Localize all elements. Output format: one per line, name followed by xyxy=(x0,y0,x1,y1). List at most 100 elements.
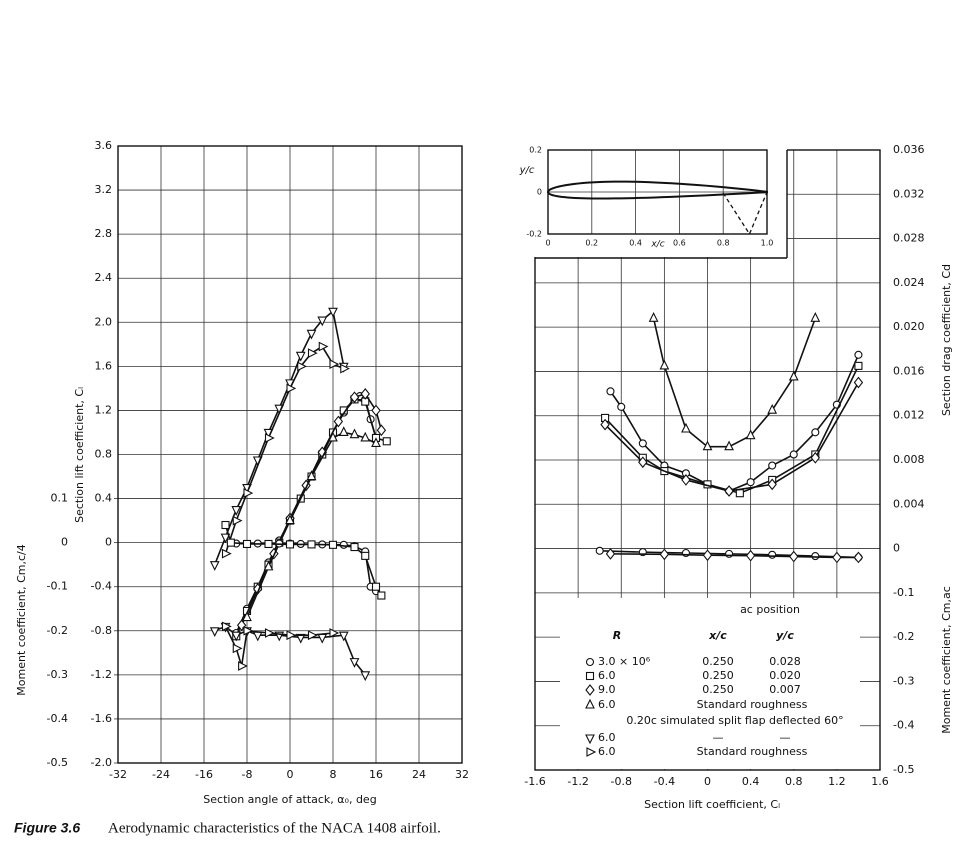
y-tick-label: 3.6 xyxy=(95,139,113,152)
marker xyxy=(263,560,274,571)
legend-text: 6.0 xyxy=(598,698,616,711)
marker xyxy=(242,611,252,622)
marker xyxy=(854,350,863,359)
marker xyxy=(340,363,350,374)
y-tick-label: 0.032 xyxy=(893,187,925,200)
x-tick-label: -1.2 xyxy=(567,775,588,788)
marker xyxy=(306,470,317,481)
marker xyxy=(243,625,254,636)
marker xyxy=(226,538,235,547)
marker xyxy=(681,474,691,486)
marker xyxy=(810,312,821,322)
marker xyxy=(638,456,648,469)
x-axis-title: x/c xyxy=(650,240,664,250)
marker xyxy=(768,550,777,559)
marker xyxy=(286,630,297,641)
marker xyxy=(338,631,349,642)
marker xyxy=(220,533,231,544)
marker xyxy=(329,628,340,638)
marker xyxy=(600,418,610,431)
y2-axis-title: Moment coefficient, Cm,c/4 xyxy=(15,544,28,695)
marker xyxy=(376,424,387,437)
y-tick-label: -0.8 xyxy=(91,624,112,637)
y2-tick-label: -0.4 xyxy=(47,712,68,725)
marker xyxy=(297,361,307,372)
y-tick-label: -2.0 xyxy=(91,756,112,769)
x-tick-label: 8 xyxy=(330,768,337,781)
marker xyxy=(221,520,230,530)
marker xyxy=(221,548,232,559)
y-tick-label: 2.8 xyxy=(95,227,113,240)
marker xyxy=(810,451,821,464)
marker xyxy=(349,391,360,404)
marker xyxy=(745,549,756,562)
marker xyxy=(659,548,670,561)
marker xyxy=(328,307,338,318)
marker xyxy=(605,548,616,560)
x-tick-label: -0.4 xyxy=(654,775,675,788)
marker xyxy=(811,552,820,561)
legend-title: ac position xyxy=(740,603,800,616)
marker xyxy=(768,461,777,470)
series-line xyxy=(224,626,334,667)
x-tick-label: -24 xyxy=(152,768,170,781)
marker xyxy=(209,627,220,638)
y-tick-label: 0 xyxy=(105,536,112,549)
x-tick-label: 16 xyxy=(369,768,383,781)
legend-text: 6.0 xyxy=(598,669,616,682)
legend-text: 6.0 xyxy=(598,731,616,744)
marker xyxy=(360,388,370,400)
y-tick-label: 1.2 xyxy=(95,403,113,416)
legend-text: 0.250 xyxy=(702,683,734,696)
legend-text: 0.20c simulated split flap deflected 60° xyxy=(626,714,843,727)
marker xyxy=(659,359,670,370)
inset-background xyxy=(534,149,787,257)
marker xyxy=(735,489,744,498)
marker xyxy=(681,422,691,433)
marker xyxy=(307,348,318,359)
marker xyxy=(317,316,328,327)
marker xyxy=(724,485,734,497)
marker xyxy=(318,341,329,352)
y-tick-label: 0.2 xyxy=(529,146,542,155)
marker xyxy=(209,561,220,571)
legend-marker xyxy=(585,657,595,667)
y-tick-label: 0.020 xyxy=(893,320,925,333)
y-tick-label: 0.012 xyxy=(893,409,925,422)
y-tick-label: 3.2 xyxy=(95,183,113,196)
caption-text: Aerodynamic characteristics of the NACA … xyxy=(108,820,441,836)
marker xyxy=(285,540,295,549)
marker xyxy=(854,361,863,370)
marker xyxy=(811,428,820,437)
legend-marker xyxy=(585,671,595,681)
x-tick-label: 0 xyxy=(545,239,550,248)
y-tick-label: 0 xyxy=(537,188,542,197)
y2-tick-label: -0.2 xyxy=(893,630,914,643)
legend-text: 9.0 xyxy=(598,683,616,696)
series-line xyxy=(240,392,383,626)
series-line xyxy=(604,382,860,492)
marker xyxy=(232,515,243,526)
y2-tick-label: -0.2 xyxy=(47,624,68,637)
x-tick-label: 0 xyxy=(704,775,711,788)
marker xyxy=(307,630,318,641)
marker xyxy=(788,370,799,381)
y-axis-title: Section lift coefficient, Cₗ xyxy=(73,387,86,523)
y-axis-title: y/c xyxy=(519,165,535,176)
marker xyxy=(264,433,275,443)
legend-text: Standard roughness xyxy=(697,745,808,758)
x-tick-label: -16 xyxy=(195,768,213,781)
y-tick-label: 2.0 xyxy=(95,315,113,328)
marker xyxy=(339,540,348,549)
marker xyxy=(333,415,344,428)
legend-marker xyxy=(585,734,595,745)
marker xyxy=(702,440,713,451)
marker xyxy=(328,431,338,442)
marker xyxy=(724,440,734,451)
x-axis-title: Section lift coefficient, Cₗ xyxy=(644,798,780,811)
marker xyxy=(371,404,381,417)
y-tick-label: -0.2 xyxy=(526,230,542,239)
x-tick-label: 1.6 xyxy=(871,775,889,788)
y2-tick-label: -0.1 xyxy=(893,586,914,599)
y2-tick-label: -0.1 xyxy=(47,580,68,593)
